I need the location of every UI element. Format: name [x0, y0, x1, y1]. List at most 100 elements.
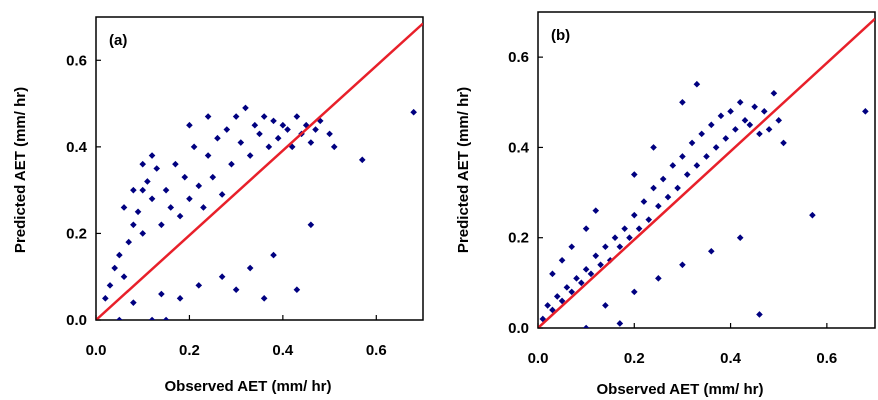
data-point	[293, 286, 301, 293]
data-point	[679, 153, 686, 160]
panel-label: (b)	[551, 27, 570, 44]
data-point	[712, 144, 720, 151]
y-tick-label: 0.6	[66, 52, 87, 69]
data-point	[592, 252, 600, 260]
data-point	[237, 139, 245, 146]
x-tick-label: 0.4	[720, 350, 742, 367]
data-point	[195, 182, 203, 190]
plot-frame	[537, 11, 876, 329]
data-point	[130, 221, 137, 229]
data-point	[616, 243, 624, 251]
data-point	[780, 139, 787, 147]
data-point	[611, 234, 619, 242]
data-point	[635, 225, 643, 232]
data-point	[655, 202, 662, 210]
data-point	[260, 295, 268, 302]
data-point	[630, 171, 638, 178]
data-point	[630, 288, 638, 296]
data-point	[688, 139, 696, 147]
data-point	[683, 171, 691, 178]
data-point	[602, 302, 609, 309]
data-point	[558, 297, 566, 305]
y-tick-label: 0.2	[508, 230, 529, 247]
x-tick-label: 0.2	[179, 342, 200, 359]
data-point	[232, 286, 240, 293]
data-point	[274, 134, 282, 142]
data-point	[195, 282, 203, 289]
data-point	[200, 204, 207, 211]
data-point	[862, 108, 869, 115]
data-point	[307, 139, 315, 146]
data-point	[597, 261, 604, 269]
data-point	[621, 225, 628, 232]
data-point	[246, 264, 254, 272]
x-tick-label: 0.4	[272, 342, 294, 359]
data-point	[756, 130, 763, 138]
data-point	[693, 80, 701, 88]
data-point	[134, 208, 142, 216]
data-point	[209, 173, 217, 181]
data-point	[645, 216, 653, 223]
data-point	[693, 162, 701, 169]
data-point	[655, 275, 662, 282]
x-axis-label: Observed AET (mm/ hr)	[165, 378, 332, 395]
data-point	[176, 212, 184, 220]
data-point	[148, 316, 156, 320]
data-point	[741, 117, 749, 124]
data-point	[223, 126, 231, 133]
data-point	[130, 299, 137, 306]
data-point	[587, 270, 595, 278]
data-point	[120, 204, 128, 211]
data-point	[162, 186, 170, 194]
data-point	[190, 143, 198, 151]
data-point	[558, 256, 566, 264]
data-point	[698, 130, 705, 138]
data-point	[727, 108, 734, 115]
data-point	[708, 247, 715, 255]
data-point	[736, 234, 744, 242]
data-point	[204, 152, 212, 159]
data-point	[246, 152, 254, 159]
y-tick-label: 0.0	[508, 320, 529, 337]
data-point	[102, 295, 109, 302]
data-point	[139, 186, 147, 194]
data-point	[756, 311, 763, 318]
data-point	[616, 320, 624, 327]
data-point	[279, 121, 287, 129]
data-point	[760, 108, 768, 115]
data-point	[563, 284, 571, 291]
panel-label: (a)	[109, 32, 127, 49]
data-point	[214, 134, 221, 142]
data-point	[312, 126, 319, 133]
data-point	[158, 221, 165, 229]
data-point	[708, 121, 715, 129]
data-point	[809, 211, 816, 219]
x-tick-label: 0.0	[86, 342, 107, 359]
data-point	[120, 273, 128, 281]
data-point	[568, 243, 575, 251]
data-point	[717, 112, 725, 120]
data-point	[736, 98, 744, 106]
data-point	[176, 295, 184, 302]
data-point	[746, 121, 754, 129]
data-point	[358, 156, 366, 164]
data-point	[650, 144, 657, 151]
data-point	[330, 143, 338, 151]
x-tick-label: 0.6	[816, 350, 837, 367]
data-point	[549, 270, 556, 278]
data-point	[204, 113, 212, 120]
data-point	[307, 221, 315, 229]
data-point	[751, 103, 758, 111]
data-point	[251, 121, 259, 129]
data-point	[582, 225, 590, 232]
data-point	[167, 204, 175, 211]
data-point	[116, 251, 123, 259]
data-point	[316, 117, 324, 125]
data-point	[125, 238, 132, 246]
data-point	[674, 184, 681, 192]
data-point	[659, 175, 667, 183]
data-point	[186, 121, 193, 129]
data-point	[284, 126, 291, 133]
plot-frame	[95, 16, 424, 321]
data-point	[139, 230, 147, 237]
